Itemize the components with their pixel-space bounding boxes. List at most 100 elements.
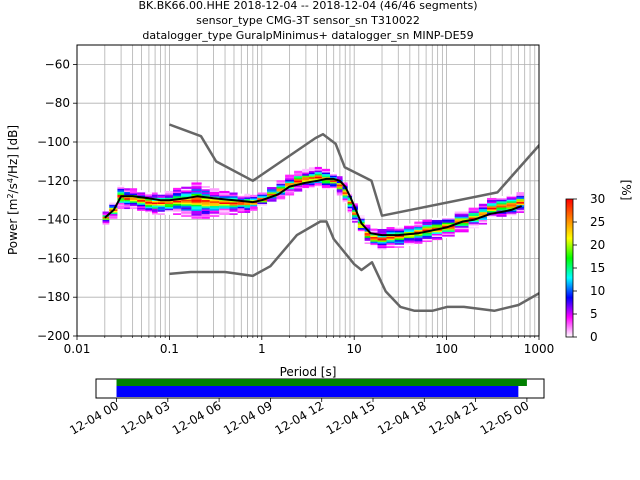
psd-density-cell: [209, 194, 220, 197]
psd-density-cell: [442, 217, 455, 220]
psd-density-cell: [237, 210, 245, 213]
psd-density-cell: [201, 201, 210, 204]
psd-density-cell: [377, 230, 387, 233]
psd-density-cell: [229, 212, 238, 215]
psd-density-cell: [157, 203, 165, 206]
x-tick-label: 1: [258, 342, 266, 356]
psd-density-cell: [506, 206, 517, 210]
psd-density-cell: [347, 202, 353, 206]
psd-density-cell: [219, 206, 230, 209]
psd-density-cell: [496, 197, 507, 200]
y-tick-label: −140: [37, 213, 70, 227]
psd-density-cell: [308, 178, 315, 181]
psd-density-cell: [294, 187, 303, 191]
psd-density-cell: [404, 237, 415, 240]
psd-density-cell: [357, 215, 365, 218]
psd-density-cell: [442, 234, 455, 237]
psd-density-cell: [302, 184, 309, 187]
psd-density-cell: [404, 243, 415, 246]
psd-density-cell: [308, 168, 315, 172]
psd-density-cell: [377, 239, 387, 243]
psd-density-cell: [414, 238, 423, 241]
psd-density-cell: [191, 207, 202, 210]
psd-density-cell: [308, 170, 315, 173]
psd-density-cell: [244, 207, 251, 210]
psd-density-cell: [364, 224, 371, 227]
psd-density-cell: [117, 185, 125, 188]
psd-density-cell: [377, 238, 387, 241]
psd-density-cell: [124, 202, 130, 205]
psd-density-cell: [478, 222, 488, 225]
psd-density-cell: [209, 203, 220, 206]
psd-density-cell: [124, 199, 130, 202]
psd-density-cell: [164, 195, 174, 198]
psd-density-cell: [117, 205, 125, 208]
psd-density-cell: [145, 209, 152, 212]
psd-density-cell: [308, 184, 315, 187]
x-tick-label: 0.1: [160, 342, 179, 356]
psd-density-cell: [276, 180, 286, 183]
psd-density-cell: [336, 185, 343, 188]
psd-density-cell: [102, 219, 110, 222]
psd-density-cell: [422, 236, 432, 239]
colorbar-tick-label: 0: [590, 330, 598, 344]
psd-density-cell: [102, 220, 110, 224]
psd-density-cell: [468, 210, 479, 213]
psd-density-cell: [145, 210, 152, 213]
psd-density-cell: [370, 241, 378, 244]
psd-density-cell: [219, 190, 230, 194]
psd-density-cell: [173, 203, 182, 206]
psd-density-cell: [364, 241, 371, 244]
psd-density-cell: [364, 226, 371, 229]
psd-density-cell: [181, 189, 192, 192]
psd-density-cell: [506, 209, 517, 213]
psd-density-cell: [308, 182, 315, 186]
psd-density-cell: [164, 208, 174, 211]
psd-density-cell: [468, 215, 479, 218]
psd-density-cell: [257, 201, 268, 205]
psd-density-cell: [267, 201, 277, 204]
psd-density-cell: [173, 189, 182, 192]
psd-density-cell: [352, 209, 358, 212]
psd-density-cell: [219, 209, 230, 212]
psd-density-cell: [404, 242, 415, 245]
psd-density-cell: [294, 178, 303, 181]
psd-density-cell: [454, 219, 469, 222]
psd-density-cell: [342, 197, 348, 201]
psd-density-cell: [496, 213, 507, 216]
psd-density-cell: [336, 193, 343, 196]
psd-density-cell: [442, 218, 455, 222]
psd-density-cell: [137, 190, 146, 193]
psd-density-cell: [181, 214, 192, 217]
psd-density-cell: [454, 222, 469, 225]
colorbar: 0 5 10 15 20 25 30 [%]: [565, 180, 633, 344]
psd-density-cell: [454, 216, 469, 219]
psd-density-cell: [431, 237, 443, 241]
psd-density-cell: [347, 204, 353, 207]
psd-density-cell: [201, 191, 210, 194]
psd-density-cell: [267, 187, 277, 190]
psd-density-cell: [219, 203, 230, 206]
psd-density-cell: [487, 210, 497, 213]
y-axis-ticks: −60 −80 −100 −120 −140 −160 −180 −200: [37, 57, 77, 343]
psd-density-cell: [330, 185, 337, 189]
psd-density-cell: [308, 187, 315, 190]
psd-density-cell: [250, 204, 258, 207]
psd-density-cell: [285, 190, 295, 193]
psd-density-cell: [321, 185, 331, 189]
psd-density-cell: [394, 225, 405, 228]
psd-density-cell: [285, 188, 295, 191]
psd-density-cell: [244, 198, 251, 201]
psd-density-cell: [173, 212, 182, 215]
psd-density-cell: [209, 202, 220, 205]
psd-density-cell: [164, 194, 174, 197]
psd-density-cell: [352, 218, 358, 222]
psd-density-cell: [181, 208, 192, 211]
psd-density-cell: [468, 220, 479, 223]
x-tick-label: 100: [435, 342, 458, 356]
psd-density-cell: [145, 199, 152, 203]
psd-density-cell: [191, 215, 202, 218]
psd-density-cell: [370, 244, 378, 247]
psd-density-cell: [357, 216, 365, 219]
psd-density-cell: [330, 179, 337, 182]
